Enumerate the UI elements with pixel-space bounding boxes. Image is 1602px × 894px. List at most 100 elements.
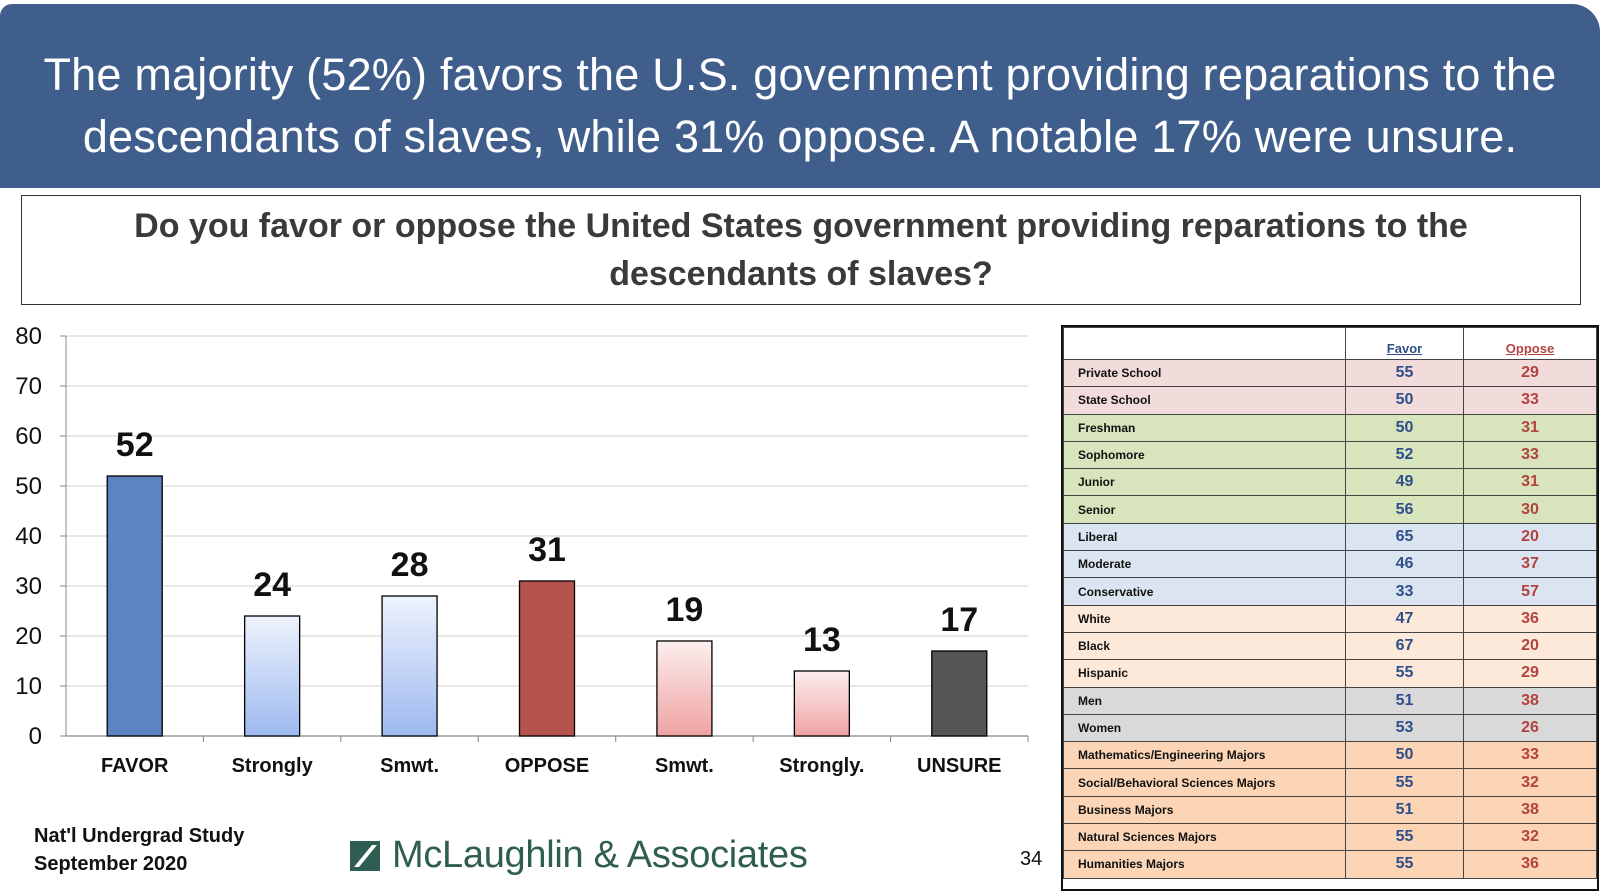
row-favor-value: 56 xyxy=(1345,495,1464,524)
table-row: Mathematics/Engineering Majors 50 33 xyxy=(1063,741,1597,770)
table-row: Sophomore 52 33 xyxy=(1063,440,1597,470)
row-favor-value: 50 xyxy=(1345,741,1464,770)
row-oppose-value: 36 xyxy=(1463,850,1597,879)
headline-banner: The majority (52%) favors the U.S. gover… xyxy=(0,4,1600,188)
row-label: State School xyxy=(1063,386,1346,415)
row-favor-value: 55 xyxy=(1345,823,1464,852)
row-favor-value: 67 xyxy=(1345,631,1464,661)
company-logo: McLaughlin & Associates xyxy=(350,834,808,877)
row-label: Mathematics/Engineering Majors xyxy=(1063,741,1346,770)
table-row: Liberal 65 20 xyxy=(1063,522,1597,552)
y-tick-label: 70 xyxy=(15,373,42,400)
bar-oppose xyxy=(518,580,576,737)
page-number: 34 xyxy=(1020,848,1043,870)
y-tick-label: 20 xyxy=(15,623,42,650)
row-oppose-value: 30 xyxy=(1463,495,1597,524)
row-oppose-value: 20 xyxy=(1463,522,1597,552)
row-label: Freshman xyxy=(1063,413,1346,442)
bar-oppose-light xyxy=(656,640,713,737)
header-label xyxy=(1063,327,1346,360)
table-row: Social/Behavioral Sciences Majors 55 32 xyxy=(1063,768,1597,797)
question-box: Do you favor or oppose the United States… xyxy=(21,195,1581,305)
header-oppose: Oppose xyxy=(1463,327,1597,360)
row-label: Social/Behavioral Sciences Majors xyxy=(1063,768,1346,797)
bar-chart: 0 10 20 30 40 50 60 70 80 52 FAVOR 24 Strongly 28 Smw… xyxy=(15,323,1029,777)
headline-line-2: descendants of slaves, while 31% oppose.… xyxy=(82,111,1518,162)
header-favor: Favor xyxy=(1345,327,1464,360)
row-favor-value: 46 xyxy=(1345,550,1464,579)
company-name: McLaughlin & Associates xyxy=(392,834,808,876)
row-oppose-value: 31 xyxy=(1463,468,1597,497)
table-row: Business Majors 51 38 xyxy=(1063,795,1597,825)
table-row: Men 51 38 xyxy=(1063,686,1597,715)
row-label: White xyxy=(1063,604,1346,633)
row-oppose-value: 57 xyxy=(1463,577,1597,606)
data-label: 28 xyxy=(391,546,429,584)
row-oppose-value: 29 xyxy=(1463,659,1597,688)
question-line-2: descendants of slaves? xyxy=(609,255,993,293)
row-oppose-value: 38 xyxy=(1463,686,1597,715)
bar-unsure xyxy=(931,650,988,737)
row-favor-value: 53 xyxy=(1345,713,1464,743)
y-tick-label: 50 xyxy=(15,473,42,500)
row-favor-value: 50 xyxy=(1345,413,1464,442)
study-info: Nat'l Undergrad Study September 2020 xyxy=(34,822,244,878)
row-label: Conservative xyxy=(1063,577,1346,606)
row-favor-value: 47 xyxy=(1345,604,1464,633)
row-label: Sophomore xyxy=(1063,440,1346,470)
category-label: Strongly xyxy=(232,755,314,777)
row-label: Black xyxy=(1063,631,1346,661)
table-row: Natural Sciences Majors 55 32 xyxy=(1063,823,1597,852)
study-date: September 2020 xyxy=(34,853,188,875)
table-row: Junior 49 31 xyxy=(1063,468,1597,497)
row-favor-value: 55 xyxy=(1345,768,1464,797)
table-row: Women 53 26 xyxy=(1063,713,1597,743)
row-favor-value: 55 xyxy=(1345,850,1464,879)
bar-oppose-light xyxy=(793,670,851,737)
row-favor-value: 33 xyxy=(1345,577,1464,606)
row-favor-value: 55 xyxy=(1345,358,1464,388)
table-row: State School 50 33 xyxy=(1063,386,1597,415)
row-oppose-value: 33 xyxy=(1463,386,1597,415)
row-label: Business Majors xyxy=(1063,795,1346,825)
row-label: Junior xyxy=(1063,468,1346,497)
data-label: 31 xyxy=(528,531,566,569)
row-oppose-value: 33 xyxy=(1463,440,1597,470)
y-tick-label: 10 xyxy=(15,673,42,700)
mclaughlin-logo-icon xyxy=(350,840,380,871)
row-oppose-value: 32 xyxy=(1463,823,1597,852)
row-oppose-value: 37 xyxy=(1463,550,1597,579)
y-tick-label: 0 xyxy=(29,723,42,750)
row-favor-value: 65 xyxy=(1345,522,1464,552)
row-favor-value: 51 xyxy=(1345,795,1464,825)
row-favor-value: 50 xyxy=(1345,386,1464,415)
table-row: Humanities Majors 55 36 xyxy=(1063,850,1597,879)
demographics-table: Favor Oppose Private School 55 29 State Sch… xyxy=(1061,325,1599,891)
table-row: Black 67 20 xyxy=(1063,631,1597,661)
row-favor-value: 51 xyxy=(1345,686,1464,715)
table-header-row: Favor Oppose xyxy=(1063,327,1597,360)
bar-favor-light xyxy=(243,615,301,737)
table-row: Senior 56 30 xyxy=(1063,495,1597,524)
table-row: White 47 36 xyxy=(1063,604,1597,633)
bar-favor-light xyxy=(381,595,438,737)
data-label: 19 xyxy=(666,591,704,629)
row-oppose-value: 33 xyxy=(1463,741,1597,770)
y-tick-label: 80 xyxy=(15,323,42,350)
row-favor-value: 52 xyxy=(1345,440,1464,470)
question-line-1: Do you favor or oppose the United States… xyxy=(134,207,1468,245)
y-tick-label: 40 xyxy=(15,523,42,550)
table-row: Hispanic 55 29 xyxy=(1063,659,1597,688)
data-label: 24 xyxy=(253,566,291,604)
data-label: 17 xyxy=(940,601,978,639)
row-label: Natural Sciences Majors xyxy=(1063,823,1346,852)
row-label: Private School xyxy=(1063,358,1346,388)
row-oppose-value: 36 xyxy=(1463,604,1597,633)
study-name: Nat'l Undergrad Study xyxy=(34,825,245,847)
table-row: Conservative 33 57 xyxy=(1063,577,1597,606)
y-tick-label: 60 xyxy=(15,423,42,450)
table-row: Private School 55 29 xyxy=(1063,358,1597,388)
row-label: Men xyxy=(1063,686,1346,715)
row-oppose-value: 32 xyxy=(1463,768,1597,797)
row-label: Humanities Majors xyxy=(1063,850,1346,879)
